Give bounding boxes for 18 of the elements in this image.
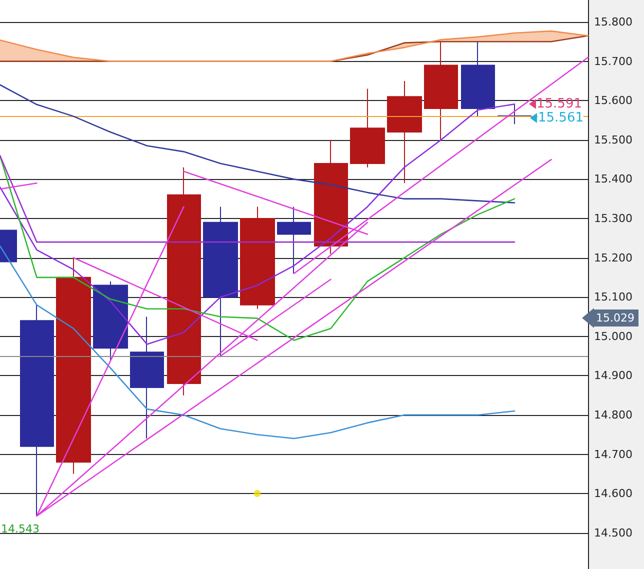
y-tick-label: 15.000 bbox=[594, 330, 632, 343]
y-tick-label: 15.500 bbox=[594, 133, 632, 146]
ref-line-label: 15.561 bbox=[538, 110, 584, 126]
y-tick-label: 14.700 bbox=[594, 448, 632, 461]
y-tick-label: 14.900 bbox=[594, 369, 632, 382]
y-tick-label: 15.800 bbox=[594, 16, 632, 29]
y-tick-label: 15.700 bbox=[594, 54, 632, 68]
y-tick-label: 14.800 bbox=[594, 408, 632, 422]
y-tick-label: 15.200 bbox=[594, 251, 632, 264]
y-tick-label: 15.100 bbox=[594, 290, 632, 304]
data-label: 15.591 bbox=[536, 96, 582, 112]
y-tick-label: 15.600 bbox=[594, 94, 632, 108]
y-tick-label: 15.400 bbox=[594, 172, 632, 186]
y-tick-label: 14.600 bbox=[594, 487, 632, 500]
y-tick-label: 14.500 bbox=[594, 526, 632, 540]
text: 15.029 bbox=[596, 312, 634, 324]
y-tick-label: 15.300 bbox=[594, 212, 632, 225]
annotation: 14.543 bbox=[1, 522, 40, 536]
